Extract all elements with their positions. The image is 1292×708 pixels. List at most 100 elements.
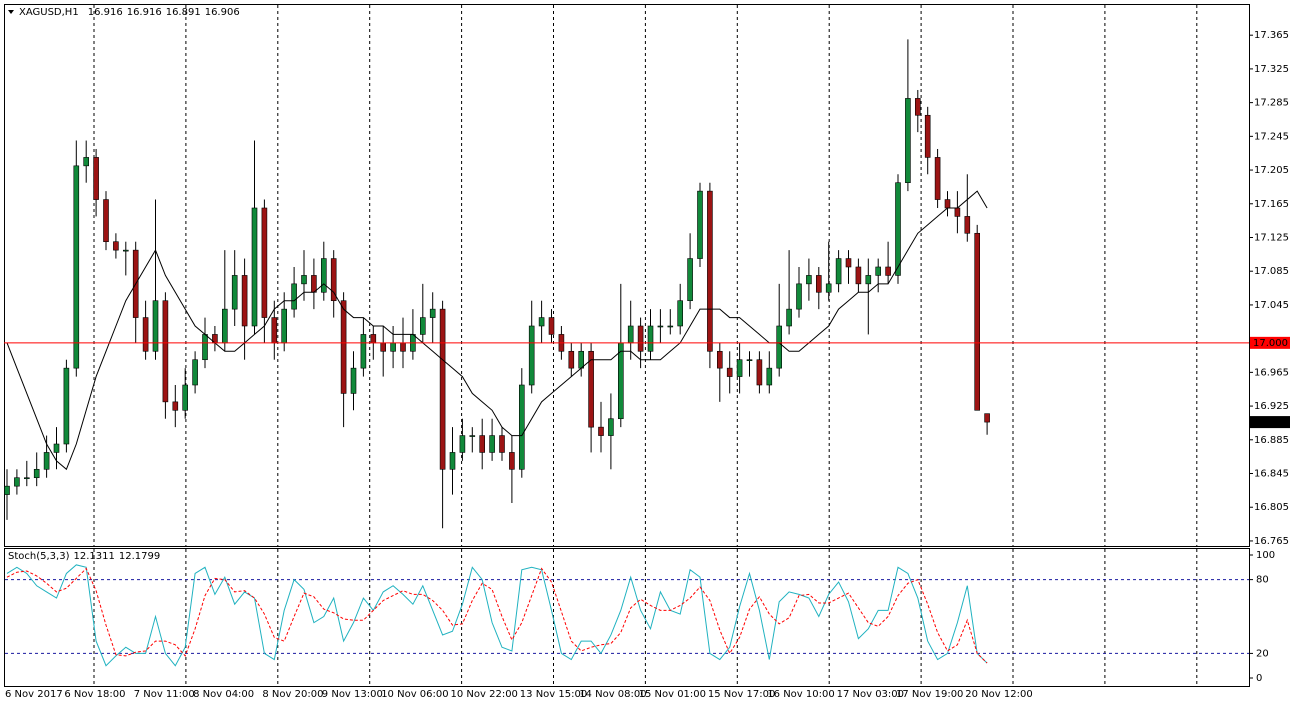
candle-body <box>202 334 208 361</box>
y-tick-label: 16.885 <box>1254 435 1289 446</box>
y-tick-label: 17.325 <box>1254 64 1289 75</box>
open: 16.916 <box>88 7 123 18</box>
candle-body <box>885 266 891 276</box>
candle-body <box>875 266 882 276</box>
candle-body <box>419 317 426 335</box>
candle-body <box>855 266 862 285</box>
candle-body <box>241 275 248 327</box>
candle-body <box>113 241 119 251</box>
y-tick-label: 16.765 <box>1254 536 1289 547</box>
x-tick-label: 13 Nov 15:00 <box>520 689 587 700</box>
candle-body <box>360 334 367 369</box>
indicator-name: Stoch(5,3,3) <box>8 551 70 562</box>
candle-body <box>667 325 674 328</box>
candle-body <box>439 308 446 470</box>
x-tick-label: 15 Nov 01:00 <box>639 689 706 700</box>
candle-body <box>192 359 198 386</box>
x-tick-label: 17 Nov 19:00 <box>896 689 963 700</box>
level-label-box <box>1250 336 1290 349</box>
stoch-line <box>6 564 988 667</box>
menu-triangle <box>8 10 14 14</box>
candle-body <box>766 367 773 386</box>
candle-body <box>429 308 436 318</box>
candle-body <box>33 468 40 479</box>
candle-body <box>835 258 842 285</box>
candle-body <box>825 283 832 293</box>
level-label: 17.000 <box>1253 338 1288 349</box>
signal-value: 12.1799 <box>119 551 160 562</box>
candle-body <box>459 435 466 453</box>
main-panel <box>4 4 1250 547</box>
x-tick-label: 15 Nov 17:00 <box>708 689 775 700</box>
candle-body <box>380 342 387 352</box>
y-tick-label: 17.165 <box>1254 199 1289 210</box>
candle-body <box>162 300 169 403</box>
candle-body <box>73 165 80 369</box>
candle-body <box>687 258 693 302</box>
candle-body <box>291 283 297 310</box>
candle-body <box>905 98 911 183</box>
candle-body <box>924 114 931 158</box>
candle-body <box>617 342 624 420</box>
candle-body <box>350 367 357 394</box>
candle-body <box>509 452 515 470</box>
candle-body <box>231 275 238 310</box>
y-tick-label: 16.805 <box>1254 502 1289 513</box>
y-tick-label: 17.285 <box>1254 98 1289 109</box>
y-tick-label: 17.245 <box>1254 131 1289 142</box>
y-tick-label: 16.965 <box>1254 367 1289 378</box>
candle-body <box>103 199 109 243</box>
candle-body <box>588 350 594 428</box>
candle-body <box>53 443 60 453</box>
last-price-label: 16.906 <box>1253 417 1288 428</box>
candle-body <box>608 418 614 436</box>
candle-body <box>152 300 159 352</box>
candle-body <box>736 359 743 377</box>
candle-body <box>895 182 901 276</box>
candle-body <box>311 275 317 293</box>
y-tick-label: 17.205 <box>1254 165 1289 176</box>
x-tick-label: 14 Nov 08:00 <box>579 689 646 700</box>
candle-body <box>43 452 50 470</box>
candle-body <box>449 452 456 470</box>
x-tick-label: 17 Nov 03:00 <box>837 689 904 700</box>
y-tick-label: 17.125 <box>1254 232 1289 243</box>
candle-body <box>528 325 535 386</box>
last-price-box <box>1250 416 1290 429</box>
indicator-title: Stoch(5,3,3) 12.1311 12.1799 <box>8 551 160 562</box>
candle-body <box>400 342 406 352</box>
main-value: 12.1311 <box>73 551 114 562</box>
candle-body <box>806 275 812 285</box>
y-tick-label: 16.925 <box>1254 401 1289 412</box>
candle-body <box>716 350 723 369</box>
candle-body <box>479 435 486 453</box>
candle-body <box>142 317 149 352</box>
candle-body <box>726 367 733 377</box>
candle-body <box>182 384 188 411</box>
candle-body <box>469 435 476 437</box>
candle-body <box>865 275 872 285</box>
candle-body <box>320 258 327 293</box>
y-tick-label: 0 <box>1256 673 1262 684</box>
candle-body <box>261 207 268 318</box>
low: 16.891 <box>166 7 201 18</box>
x-tick-label: 16 Nov 10:00 <box>767 689 834 700</box>
candle-body <box>568 350 575 369</box>
candle-body <box>637 325 644 352</box>
close: 16.906 <box>205 7 240 18</box>
chart-title: XAGUSD,H1 16.916 16.916 16.891 16.906 <box>19 7 240 18</box>
y-tick-label: 80 <box>1256 575 1269 586</box>
x-tick-label: 6 Nov 2017 <box>5 689 63 700</box>
candle-body <box>776 325 783 369</box>
candle-body <box>707 190 713 352</box>
candle-body <box>746 359 753 362</box>
candle-body <box>964 216 971 234</box>
candle-body <box>657 325 664 328</box>
x-tick-label: 6 Nov 18:00 <box>64 689 125 700</box>
candle-body <box>598 426 604 436</box>
candle-body <box>518 384 525 470</box>
y-tick-label: 17.085 <box>1254 266 1289 277</box>
x-tick-label: 20 Nov 12:00 <box>965 689 1032 700</box>
candle-body <box>489 435 495 453</box>
